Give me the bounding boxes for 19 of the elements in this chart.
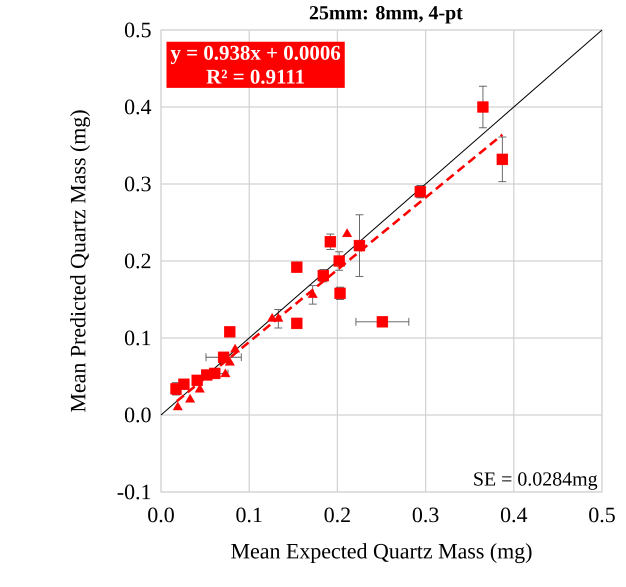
annotation: y = 0.938x + 0.0006 bbox=[170, 46, 340, 64]
y-axis-title: Mean Predicted Quartz Mass (mg) bbox=[70, 110, 90, 412]
x-tick-label: 0.5 bbox=[589, 507, 615, 522]
y-tick-label: 0.5 bbox=[124, 22, 151, 38]
annotation: SE = 0.0284mg bbox=[474, 472, 598, 490]
x-axis-title: Mean Expected Quartz Mass (mg) bbox=[231, 543, 532, 564]
x-tick-label: 0.4 bbox=[500, 507, 528, 522]
x-tick-label: 0.0 bbox=[148, 507, 174, 522]
x-tick-label: 0.1 bbox=[236, 507, 262, 522]
x-tick-label: 0.2 bbox=[324, 507, 350, 522]
x-tick-label: 0.3 bbox=[412, 507, 438, 522]
annotation: R² = 0.9111 bbox=[206, 70, 304, 84]
y-tick-label: 0.4 bbox=[124, 100, 152, 114]
chart-title: 25mm: 8mm, 4-pt bbox=[310, 6, 463, 24]
y-tick-label: 0.0 bbox=[124, 408, 151, 422]
y-tick-label: 0.2 bbox=[124, 254, 150, 268]
y-tick-label: 0.3 bbox=[124, 176, 151, 192]
y-tick-label: 0.1 bbox=[124, 330, 150, 346]
y-tick-label: -0.1 bbox=[118, 484, 150, 500]
